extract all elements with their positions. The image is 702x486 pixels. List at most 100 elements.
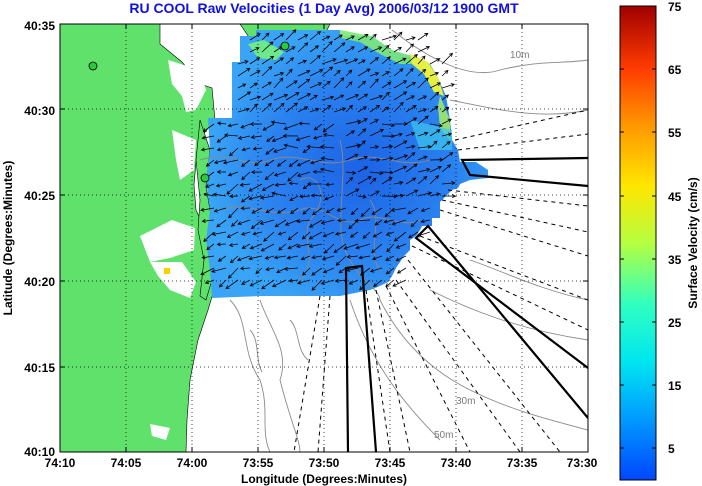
x-axis-label: Longitude (Degrees:Minutes)	[241, 472, 407, 486]
velocity-arrow	[273, 71, 285, 77]
velocity-arrow	[441, 181, 456, 186]
velocity-arrow	[393, 46, 402, 53]
velocity-arrow	[249, 95, 262, 101]
velocity-arrow	[320, 219, 335, 225]
velocity-arrow	[241, 159, 251, 167]
grid-lines	[60, 24, 588, 452]
velocity-arrow	[302, 147, 311, 153]
velocity-arrow	[429, 140, 438, 149]
velocity-arrow	[273, 57, 285, 65]
velocity-arrow	[345, 104, 353, 113]
velocity-arrow	[297, 70, 311, 77]
velocity-arrow	[369, 157, 381, 162]
velocity-arrow	[320, 279, 335, 285]
velocity-arrow	[297, 42, 309, 53]
velocity-arrow	[248, 195, 263, 201]
velocity-arrow	[369, 128, 385, 137]
velocity-arrow	[227, 123, 239, 128]
velocity-arrow	[216, 121, 227, 126]
velocity-arrow	[237, 135, 251, 140]
velocity-arrow	[211, 231, 227, 237]
velocity-arrow	[333, 107, 347, 113]
velocity-arrow	[325, 182, 335, 187]
y-tick-label: 40:30	[24, 104, 55, 118]
velocity-arrow	[429, 91, 440, 101]
velocity-arrow	[357, 59, 366, 65]
velocity-arrow	[225, 279, 239, 290]
velocity-arrow	[369, 78, 379, 89]
velocity-arrow	[441, 132, 453, 137]
velocity-arrow	[393, 140, 408, 149]
velocity-arrow	[333, 58, 349, 65]
velocity-arrow	[357, 155, 368, 161]
velocity-arrow	[311, 279, 323, 291]
velocity-arrow	[260, 243, 275, 252]
velocity-arrow	[345, 35, 355, 41]
velocity-arrow	[385, 231, 395, 236]
velocity-arrow	[369, 267, 383, 273]
velocity-arrow	[215, 183, 227, 188]
velocity-arrow	[393, 180, 404, 185]
contour-label-30m: 30m	[456, 396, 475, 407]
velocity-arrow	[296, 171, 311, 177]
velocity-arrow	[213, 207, 227, 213]
velocity-arrow	[287, 231, 299, 241]
velocity-arrow	[241, 279, 251, 285]
velocity-arrow	[264, 159, 275, 167]
velocity-arrow	[321, 58, 337, 65]
velocity-arrow	[236, 255, 251, 262]
velocity-arrow	[228, 242, 239, 247]
velocity-arrow	[283, 123, 299, 130]
velocity-arrow	[337, 218, 347, 223]
velocity-arrow	[333, 94, 345, 101]
colorbar-tick-label: 35	[668, 253, 682, 267]
velocity-arrow	[306, 144, 323, 149]
velocity-arrow	[288, 278, 299, 283]
velocity-arrow	[405, 144, 416, 149]
velocity-arrow	[323, 243, 335, 254]
velocity-arrow	[385, 267, 395, 275]
velocity-arrow	[285, 68, 293, 77]
velocity-arrow	[417, 32, 429, 41]
velocity-arrow	[429, 129, 441, 137]
velocity-arrow	[276, 207, 287, 214]
velocity-arrow	[240, 123, 251, 129]
velocity-arrow	[249, 103, 258, 113]
velocity-arrow	[321, 255, 335, 261]
velocity-arrow	[288, 181, 299, 186]
velocity-arrow	[285, 57, 295, 65]
velocity-arrow	[252, 231, 263, 236]
velocity-arrow	[441, 69, 449, 77]
velocity-arrow	[229, 255, 239, 264]
velocity-arrow	[322, 123, 335, 132]
velocity-arrow	[251, 207, 263, 214]
velocity-arrow	[285, 102, 298, 113]
velocity-arrow	[393, 57, 407, 65]
velocity-arrow	[372, 231, 383, 238]
velocity-arrow	[263, 231, 275, 242]
velocity-arrow	[273, 102, 285, 113]
velocity-arrow	[407, 207, 419, 215]
velocity-arrow	[369, 33, 377, 41]
velocity-arrow	[241, 147, 251, 152]
velocity-arrow	[283, 266, 299, 271]
velocity-arrow	[201, 255, 215, 260]
velocity-arrow	[301, 267, 311, 276]
velocity-arrow	[385, 255, 395, 261]
velocity-arrow	[441, 141, 451, 149]
velocity-arrow	[369, 171, 384, 176]
velocity-arrow	[395, 243, 407, 249]
velocity-arrow	[321, 41, 333, 53]
velocity-arrow	[396, 267, 407, 274]
velocity-arrow	[345, 94, 360, 101]
velocity-arrow	[381, 56, 391, 65]
velocity-arrow	[297, 106, 309, 113]
velocity-arrow	[273, 33, 285, 41]
velocity-arrow	[296, 243, 311, 249]
velocity-arrow	[441, 106, 450, 113]
velocity-arrow	[261, 65, 273, 77]
velocity-arrow	[298, 121, 311, 126]
velocity-arrow	[395, 255, 407, 262]
velocity-arrow	[212, 192, 227, 197]
velocity-arrow	[248, 255, 263, 261]
